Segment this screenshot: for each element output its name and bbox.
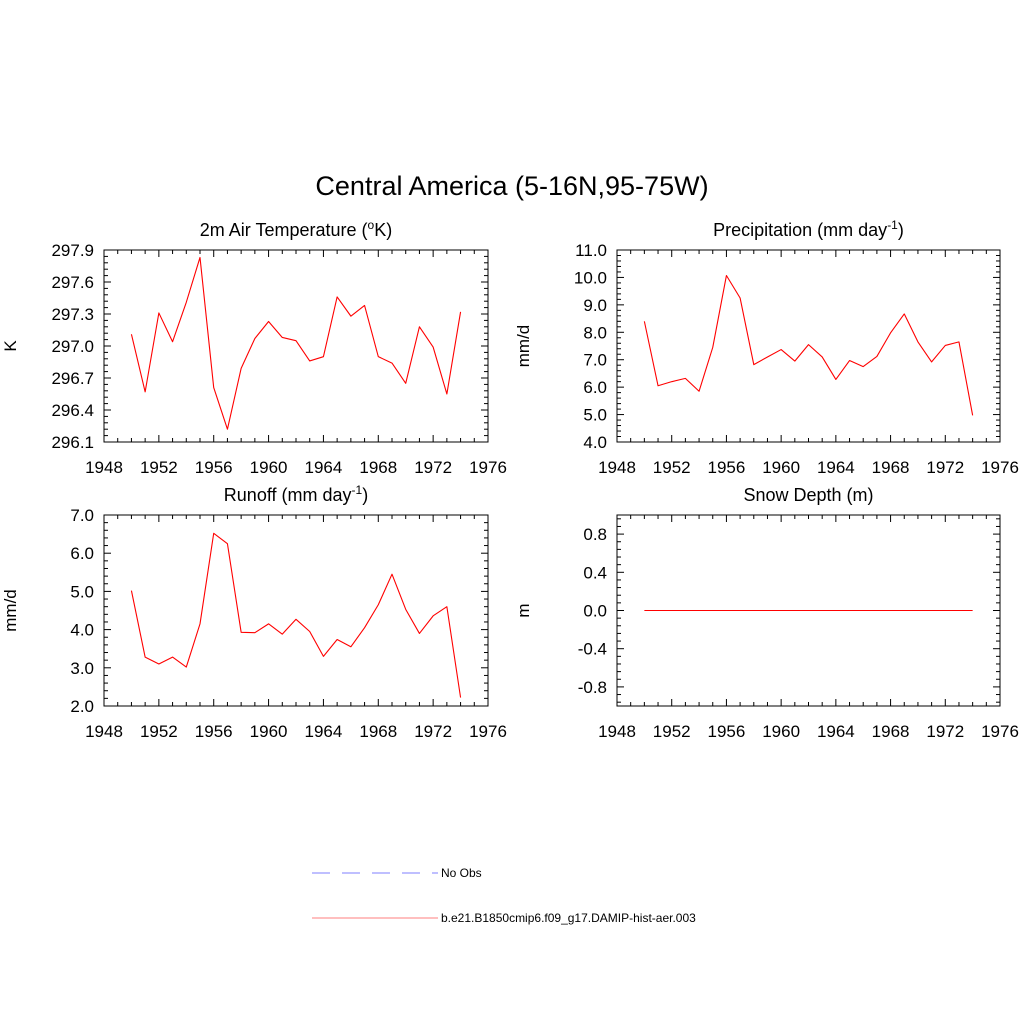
plot-frame [616, 249, 1001, 443]
y-tick-label: 0.0 [583, 602, 607, 621]
y-tick-label: 2.0 [70, 697, 94, 716]
panel-precipitation: 1948 1952 1956 1960 1964 1968 1972 1976 4.0 5.0 6.… [514, 218, 1019, 477]
legend-label-model: b.e21.B1850cmip6.f09_g17.DAMIP-hist-aer.… [441, 911, 696, 925]
plot-frame [103, 249, 489, 443]
x-tick-label: 1972 [414, 722, 452, 741]
y-tick-label: 297.9 [51, 241, 94, 260]
x-tick-label: 1960 [762, 458, 800, 477]
x-tick-label: 1948 [85, 722, 123, 741]
x-tick-label: 1960 [762, 722, 800, 741]
y-tick-label: 7.0 [583, 351, 607, 370]
y-axis-label: K [1, 340, 20, 352]
x-tick-label: 1948 [598, 722, 636, 741]
x-tick-label: 1960 [250, 458, 288, 477]
x-tick-label: 1964 [817, 458, 855, 477]
x-tick-label: 1972 [414, 458, 452, 477]
x-tick-label: 1952 [140, 458, 178, 477]
x-tick-label: 1952 [653, 458, 691, 477]
x-tick-label: 1964 [305, 458, 343, 477]
y-tick-label: 9.0 [583, 296, 607, 315]
panel-snow-depth: 1948 1952 1956 1960 1964 1968 1972 1976 -0.8 -0.4… [514, 485, 1019, 741]
y-tick-label: 3.0 [70, 659, 94, 678]
x-tick-label: 1948 [598, 458, 636, 477]
x-tick-label: 1976 [981, 458, 1019, 477]
x-tick-label: 1956 [195, 722, 233, 741]
y-tick-label: 6.0 [583, 378, 607, 397]
figure-title: Central America (5-16N,95-75W) [315, 171, 708, 201]
y-tick-label: 297.0 [51, 337, 94, 356]
y-tick-label: 4.0 [583, 433, 607, 452]
x-tick-label: 1968 [872, 722, 910, 741]
x-tick-label: 1968 [359, 722, 397, 741]
y-tick-label: 6.0 [70, 544, 94, 563]
series-line-precipitation [643, 274, 974, 416]
panel-title-temperature: 2m Air Temperature (oK) [200, 218, 392, 240]
x-tick-label: 1972 [926, 722, 964, 741]
x-tick-label: 1948 [85, 458, 123, 477]
x-tick-label: 1964 [305, 722, 343, 741]
x-tick-label: 1956 [708, 722, 746, 741]
y-tick-label: 7.0 [70, 506, 94, 525]
x-tick-label: 1952 [653, 722, 691, 741]
x-tick-label: 1956 [195, 458, 233, 477]
y-tick-label: 297.3 [51, 305, 94, 324]
x-tick-label: 1960 [250, 722, 288, 741]
y-tick-label: -0.4 [578, 640, 607, 659]
x-tick-label: 1964 [817, 722, 855, 741]
panels-group: 1948 1952 1956 1960 1964 1968 1972 1976 296.1 296… [1, 218, 1019, 741]
y-tick-label: 8.0 [583, 323, 607, 342]
x-tick-label: 1952 [140, 722, 178, 741]
y-axis-label: m [514, 603, 533, 617]
y-tick-label: 296.1 [51, 433, 94, 452]
legend-label-no-obs: No Obs [441, 866, 482, 880]
series-line-runoff [130, 532, 462, 698]
y-tick-label: 4.0 [70, 621, 94, 640]
y-tick-label: 297.6 [51, 273, 94, 292]
panel-temperature: 1948 1952 1956 1960 1964 1968 1972 1976 296.1 296… [1, 218, 507, 477]
series-line-temperature [130, 256, 462, 430]
legend: No Obs b.e21.B1850cmip6.f09_g17.DAMIP-hi… [312, 866, 696, 925]
y-tick-label: 5.0 [583, 406, 607, 425]
x-tick-label: 1968 [872, 458, 910, 477]
y-tick-label: 10.0 [574, 268, 607, 287]
plot-frame [103, 514, 489, 707]
panel-title-runoff: Runoff (mm day-1) [224, 483, 368, 505]
y-tick-label: 5.0 [70, 582, 94, 601]
x-tick-label: 1976 [469, 722, 507, 741]
y-tick-label: 11.0 [575, 241, 607, 260]
y-axis-label: mm/d [514, 325, 533, 368]
panel-runoff: 1948 1952 1956 1960 1964 1968 1972 1976 2.0 3.0 4.… [1, 483, 507, 741]
panel-title-snow-depth: Snow Depth (m) [743, 485, 873, 505]
panel-title-precipitation: Precipitation (mm day-1) [713, 218, 904, 240]
x-tick-label: 1968 [359, 458, 397, 477]
y-tick-label: -0.8 [578, 678, 607, 697]
y-axis-label: mm/d [1, 589, 20, 632]
x-tick-label: 1976 [469, 458, 507, 477]
y-tick-label: 296.7 [51, 369, 94, 388]
x-tick-label: 1956 [708, 458, 746, 477]
y-tick-label: 0.8 [583, 525, 607, 544]
y-tick-label: 0.4 [583, 563, 607, 582]
y-tick-label: 296.4 [51, 401, 94, 420]
x-tick-label: 1976 [981, 722, 1019, 741]
x-tick-label: 1972 [926, 458, 964, 477]
